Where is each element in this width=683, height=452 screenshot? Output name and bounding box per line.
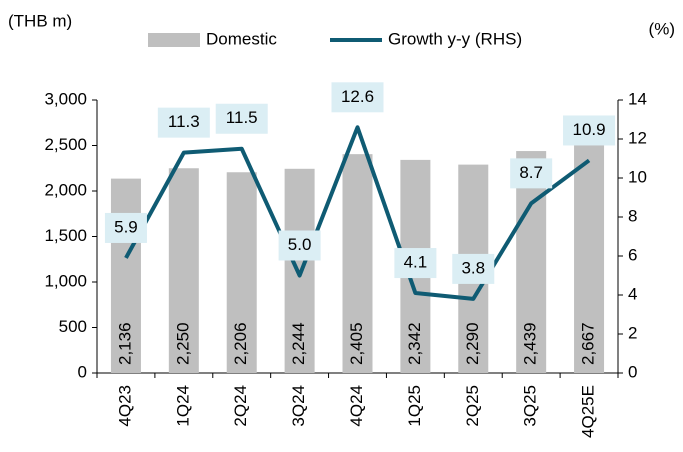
y-tick-label: 500 bbox=[59, 317, 87, 336]
line bbox=[124, 125, 591, 301]
value-label-box bbox=[278, 230, 321, 261]
bar-value-label: 2,342 bbox=[405, 322, 424, 365]
legend-label: Growth y-y (RHS) bbox=[388, 29, 522, 48]
x-tick-label: 3Q25 bbox=[521, 385, 540, 427]
line-value-label: 5.0 bbox=[288, 235, 312, 254]
value-label-box bbox=[104, 212, 147, 243]
line-value-label: 5.9 bbox=[114, 217, 138, 236]
y2-tick-label: 6 bbox=[628, 245, 637, 264]
bar bbox=[226, 172, 257, 373]
x-tick-label: 1Q24 bbox=[173, 385, 192, 427]
x-tick-label: 4Q23 bbox=[115, 385, 134, 427]
y2-tick-label: 14 bbox=[628, 89, 647, 108]
x-tick-label: 2Q25 bbox=[463, 385, 482, 427]
y2-tick-label: 8 bbox=[628, 206, 637, 225]
y-tick-label: 2,000 bbox=[44, 180, 87, 199]
x-tick-label: 4Q25E bbox=[579, 385, 598, 438]
bar-value-label: 2,667 bbox=[579, 322, 598, 365]
line-value-label: 11.3 bbox=[168, 112, 200, 131]
value-label-box bbox=[452, 253, 495, 284]
y2-tick-label: 4 bbox=[628, 284, 637, 303]
bar-value-label: 2,439 bbox=[521, 322, 540, 365]
line-value-label: 11.5 bbox=[226, 108, 258, 127]
bar bbox=[574, 130, 605, 373]
line-value-label: 4.1 bbox=[404, 253, 428, 272]
line-value-label: 12.6 bbox=[341, 87, 374, 106]
x-tick-label: 1Q25 bbox=[405, 385, 424, 427]
bar-value-label: 2,290 bbox=[463, 322, 482, 365]
value-label-box bbox=[510, 158, 553, 189]
y-tick-label: 1,000 bbox=[44, 271, 87, 290]
value-label-box bbox=[563, 115, 616, 146]
line-value-label: 3.8 bbox=[461, 258, 485, 277]
y-tick-label: 1,500 bbox=[44, 226, 87, 245]
bar bbox=[110, 178, 141, 373]
value-label-box bbox=[394, 248, 437, 279]
y2-tick-label: 2 bbox=[628, 323, 637, 342]
x-tick-label: 2Q24 bbox=[231, 385, 250, 427]
bar-value-label: 2,405 bbox=[347, 322, 366, 365]
y2-tick-label: 12 bbox=[628, 128, 647, 147]
x-tick-label: 3Q24 bbox=[289, 385, 308, 427]
y-tick-label: 0 bbox=[78, 362, 87, 381]
bar bbox=[168, 168, 199, 373]
x-tick-label: 4Q24 bbox=[347, 385, 366, 427]
bar-value-label: 2,206 bbox=[231, 322, 250, 365]
legend-swatch bbox=[148, 33, 200, 47]
y-tick-label: 2,500 bbox=[44, 135, 87, 154]
line-value-label: 8.7 bbox=[519, 163, 543, 182]
y-tick-label: 3,000 bbox=[44, 89, 87, 108]
value-label-box bbox=[157, 107, 210, 138]
bar-value-label: 2,136 bbox=[115, 322, 134, 365]
bar bbox=[342, 154, 373, 373]
value-label-box bbox=[215, 103, 268, 134]
y2-axis-label: (%) bbox=[649, 19, 675, 38]
legend-label: Domestic bbox=[206, 29, 277, 48]
y2-tick-label: 0 bbox=[628, 362, 637, 381]
bar-value-label: 2,244 bbox=[289, 322, 308, 365]
y2-tick-label: 10 bbox=[628, 167, 647, 186]
value-label-box bbox=[331, 82, 384, 113]
y-axis-label: (THB m) bbox=[8, 11, 72, 30]
line-value-label: 10.9 bbox=[573, 120, 606, 139]
bar-value-label: 2,250 bbox=[173, 322, 192, 365]
